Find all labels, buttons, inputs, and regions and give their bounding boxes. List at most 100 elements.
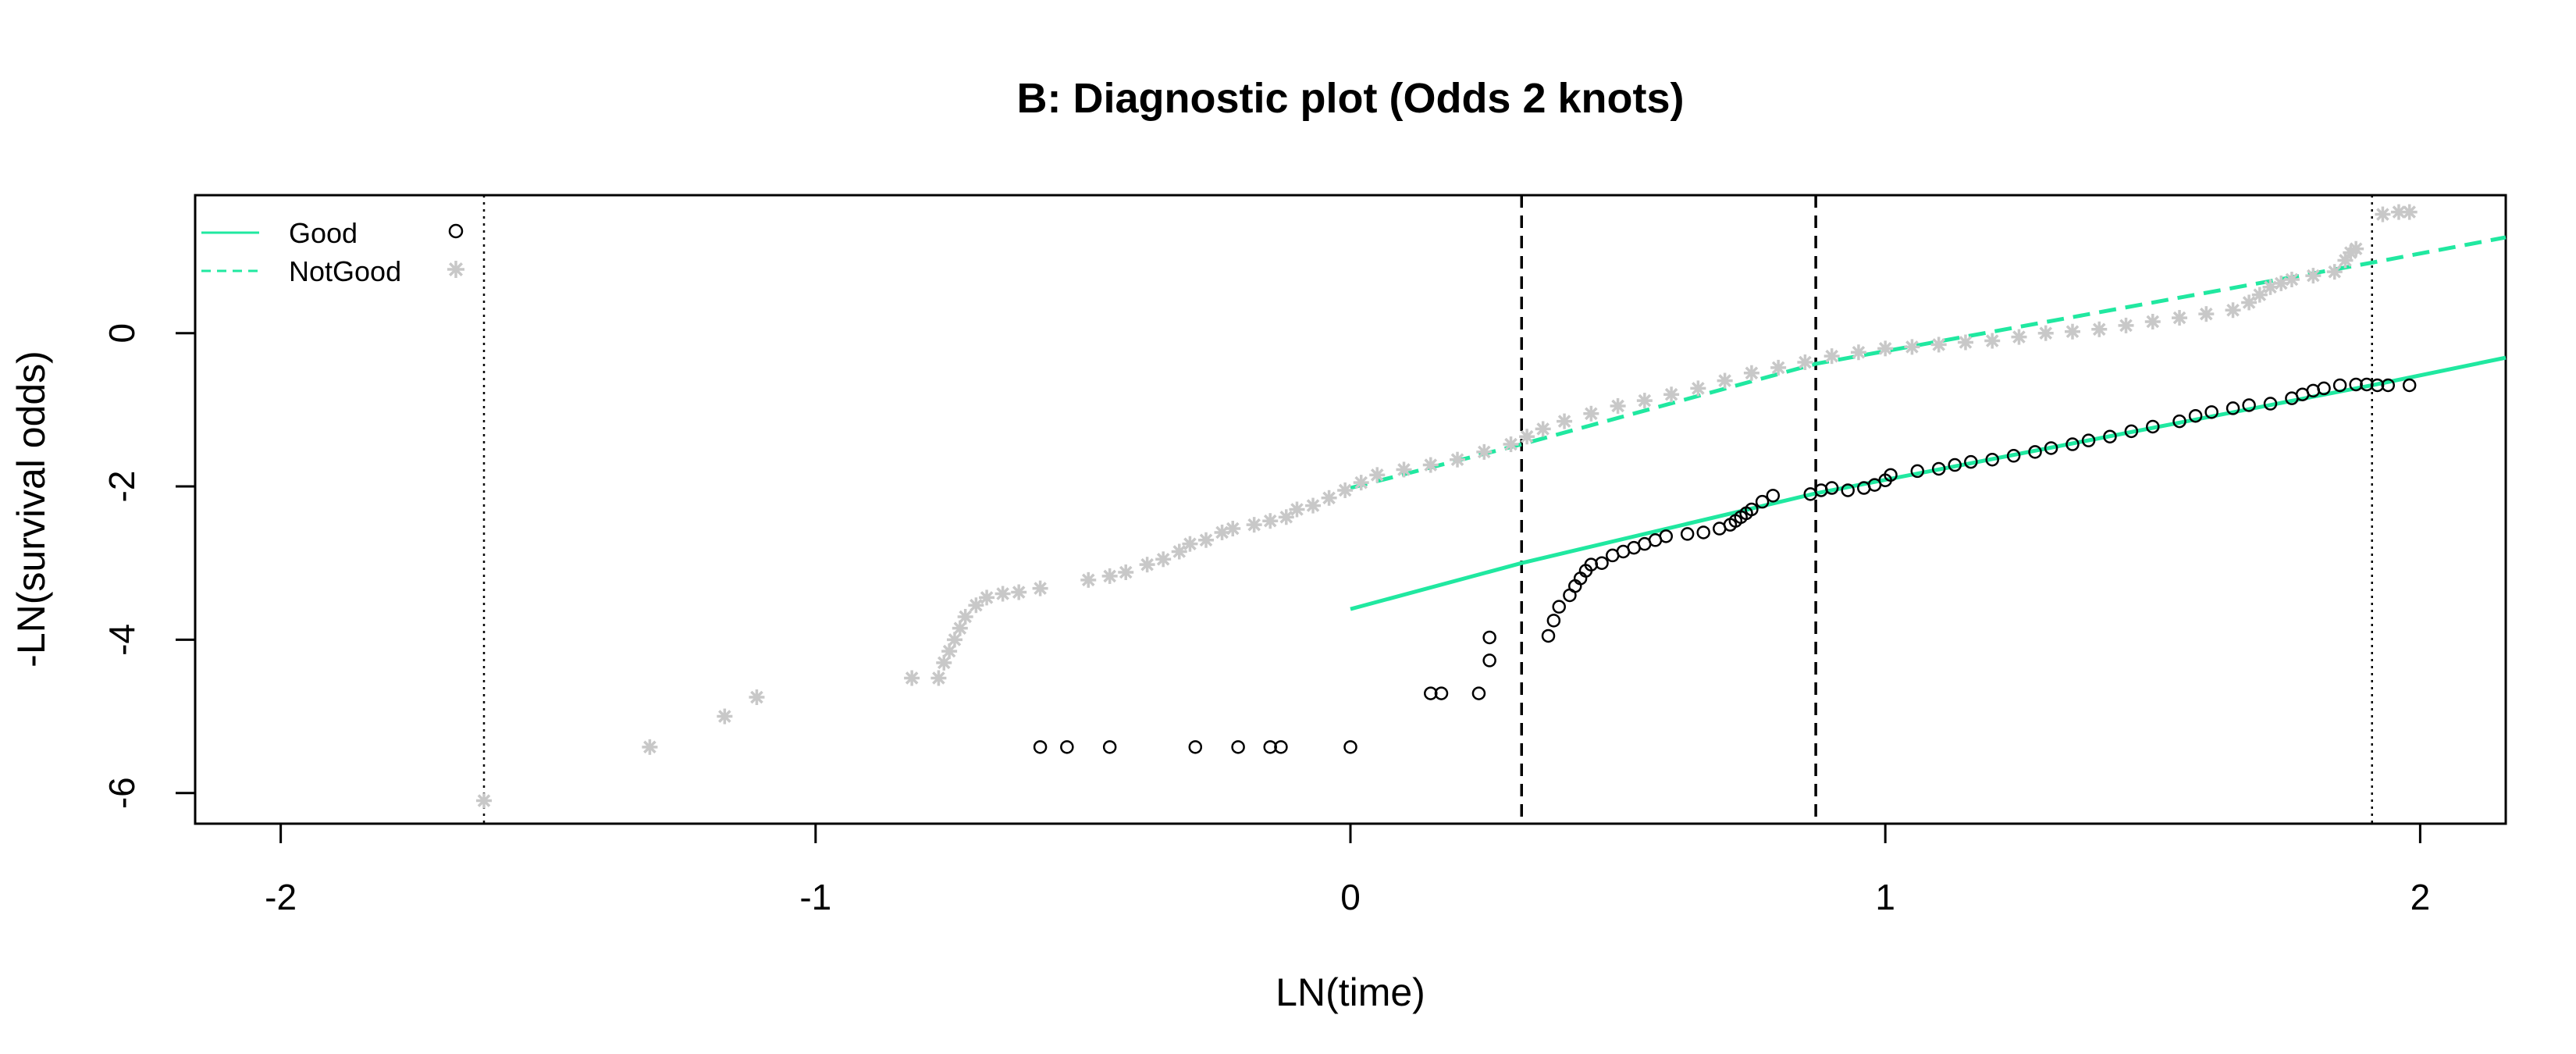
point-notgood (1663, 386, 1680, 403)
point-good (1434, 686, 1449, 700)
point-good (2242, 398, 2256, 412)
point-notgood (1155, 551, 1172, 568)
fitted-lines (1350, 235, 2507, 611)
point-notgood (1770, 359, 1787, 376)
point-good (2065, 437, 2080, 451)
point-good (1033, 740, 1048, 754)
point-good (2381, 378, 2396, 393)
point-notgood (1877, 340, 1894, 357)
point-good (2124, 424, 2139, 439)
point-good (1188, 740, 1203, 754)
point-good (1745, 502, 1759, 517)
point-notgood (1171, 543, 1187, 560)
point-notgood (2172, 310, 2188, 326)
point-notgood (1080, 572, 1097, 588)
fit-line-good (1350, 355, 2507, 611)
point-good (2402, 378, 2417, 393)
point-good (1595, 556, 1609, 570)
point-notgood (2241, 294, 2258, 311)
y-tick-label: -2 (101, 471, 142, 503)
point-notgood (642, 739, 658, 755)
point-notgood (1225, 521, 1241, 537)
point-notgood (1369, 467, 1386, 483)
point-notgood (2118, 317, 2134, 333)
point-notgood (1118, 564, 1134, 580)
point-notgood (1823, 348, 1840, 365)
point-notgood (1930, 336, 1947, 353)
point-good (1910, 464, 1925, 479)
x-tick-label: -2 (265, 877, 297, 917)
point-good (1948, 458, 1962, 472)
point-notgood (1101, 568, 1118, 584)
point-notgood (2375, 206, 2391, 223)
point-good (2204, 405, 2218, 419)
point-notgood (1957, 334, 1973, 351)
point-notgood (2011, 329, 2027, 345)
point-notgood (1557, 413, 1573, 429)
point-good (1424, 686, 1438, 700)
point-notgood (1610, 397, 1626, 414)
point-good (2370, 378, 2385, 393)
point-notgood (1182, 536, 1198, 552)
point-good (1060, 740, 1074, 754)
point-notgood (2401, 204, 2418, 220)
legend: Good NotGood (201, 217, 464, 287)
point-good (1343, 740, 1357, 754)
point-notgood (1519, 429, 1535, 445)
data-points (476, 204, 2418, 809)
legend-item-notgood: NotGood (201, 255, 464, 287)
point-good (2172, 414, 2186, 429)
x-axis-label: LN(time) (1276, 970, 1425, 1014)
point-notgood (1503, 436, 1519, 453)
point-good (2146, 419, 2160, 434)
point-good (2028, 445, 2042, 459)
point-notgood (968, 597, 984, 614)
legend-label: Good (289, 217, 358, 249)
point-good (1263, 740, 1277, 754)
point-notgood (1305, 497, 1322, 514)
point-good (2188, 408, 2203, 423)
point-notgood (1476, 443, 1493, 460)
point-good (1985, 452, 1999, 467)
point-notgood (717, 708, 733, 725)
point-good (1482, 630, 1496, 645)
point-good (1884, 468, 1898, 482)
point-notgood (1690, 380, 1706, 397)
point-notgood (1278, 509, 1294, 525)
point-notgood (1246, 517, 1262, 533)
point-notgood (2283, 271, 2300, 287)
point-good (1841, 483, 1855, 497)
point-good (1552, 600, 1566, 614)
point-good (1680, 527, 1695, 541)
y-tick-label: 0 (101, 323, 142, 344)
point-notgood (2065, 323, 2080, 340)
reference-lines (482, 195, 2373, 824)
point-notgood (2091, 321, 2108, 337)
x-tick-label: 1 (1875, 877, 1895, 917)
legend-item-good: Good (201, 217, 464, 249)
point-notgood (1032, 580, 1048, 596)
point-notgood (941, 643, 958, 660)
point-notgood (979, 589, 995, 606)
plot-frame (194, 194, 2507, 825)
legend-marker-asterisk (447, 261, 464, 278)
point-good (1659, 529, 1674, 543)
point-notgood (1583, 405, 1599, 422)
point-notgood (2348, 240, 2364, 257)
point-good (1231, 740, 1245, 754)
x-tick-label: 2 (2411, 877, 2431, 917)
point-good (2226, 401, 2240, 415)
point-notgood (2225, 302, 2241, 319)
point-notgood (2037, 325, 2054, 341)
point-notgood (936, 654, 952, 671)
point-notgood (2144, 313, 2161, 329)
point-good (1766, 489, 1781, 503)
point-notgood (1797, 354, 1813, 371)
point-good (2044, 441, 2058, 455)
point-notgood (1198, 532, 1214, 548)
point-notgood (1984, 333, 2001, 349)
point-good (1274, 740, 1288, 754)
point-notgood (994, 586, 1011, 602)
point-good (1482, 653, 1496, 668)
